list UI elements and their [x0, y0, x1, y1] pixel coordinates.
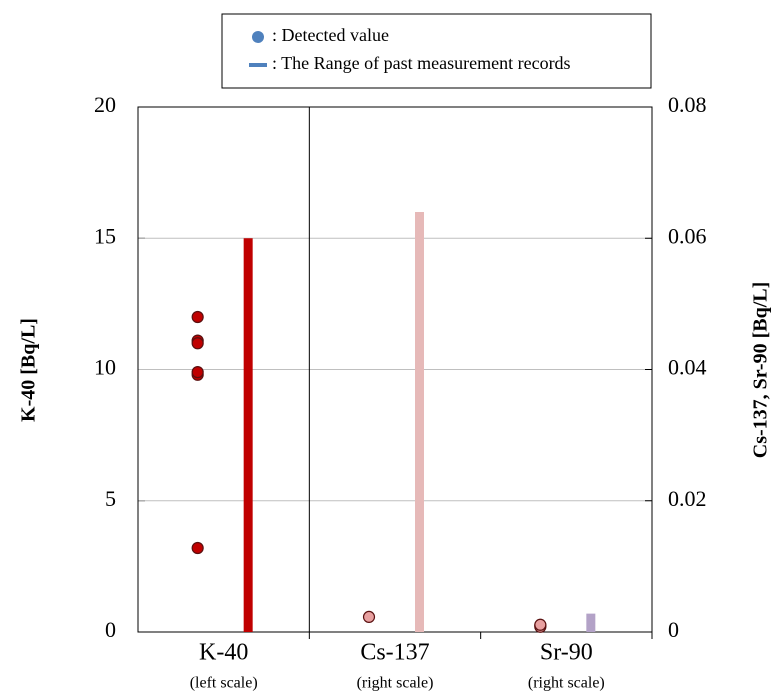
detected-point	[191, 366, 204, 379]
y2-tick-label: 0.02	[668, 486, 707, 511]
range-bar	[415, 212, 424, 632]
range-bar	[586, 613, 596, 632]
y2-axis-title: Cs-137, Sr-90 [Bq/L]	[750, 282, 772, 458]
legend-label: : The Range of past measurement records	[272, 53, 571, 73]
detected-point	[191, 541, 204, 555]
detected-point	[191, 337, 204, 350]
y2-tick-label: 0	[668, 617, 679, 642]
detected-point	[362, 610, 376, 624]
x-tick-note: (left scale)	[190, 675, 258, 692]
y-tick-label: 10	[94, 355, 116, 380]
y2-tick-label: 0.08	[668, 92, 707, 117]
range-bar	[243, 238, 253, 632]
y-tick-label: 15	[94, 223, 116, 248]
detected-point	[534, 618, 547, 631]
x-tick-label: K-40	[199, 640, 248, 666]
y-tick-label: 0	[105, 617, 116, 642]
x-tick-note: (right scale)	[357, 675, 434, 692]
y-axis-title: K-40 [Bq/L]	[18, 318, 40, 422]
x-tick-label: Cs-137	[360, 640, 429, 666]
legend-label: : Detected value	[272, 25, 389, 45]
detected-point	[191, 310, 204, 324]
legend-marker	[252, 31, 264, 43]
x-tick-label: Sr-90	[540, 640, 593, 666]
legend-box	[221, 13, 652, 89]
y2-tick-label: 0.04	[668, 355, 707, 380]
x-tick-note: (right scale)	[528, 675, 605, 692]
y-tick-label: 20	[94, 92, 116, 117]
y2-tick-label: 0.06	[668, 223, 707, 248]
y-tick-label: 5	[105, 486, 116, 511]
plot-frame	[137, 106, 653, 633]
